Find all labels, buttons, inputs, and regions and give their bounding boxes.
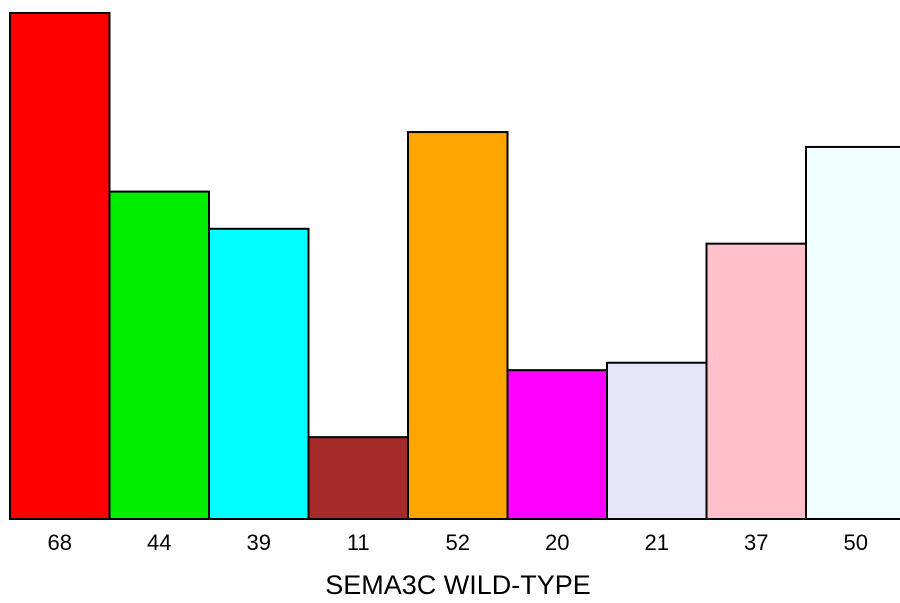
bar-20 [506, 369, 608, 521]
bar-39 [208, 227, 310, 520]
x-axis-title: SEMA3C WILD-TYPE [325, 570, 591, 600]
x-tick-label: 68 [48, 530, 72, 555]
x-tick-label: 44 [147, 530, 171, 555]
x-tick-label: 39 [247, 530, 271, 555]
tick-labels-layer: 68 44 39 11 52 20 21 37 50 [48, 530, 868, 555]
bar-50 [805, 145, 900, 521]
x-tick-label: 11 [347, 530, 370, 555]
bar-21 [606, 361, 708, 520]
bars-layer [9, 12, 900, 521]
bar-37 [705, 242, 807, 520]
x-tick-label: 52 [446, 530, 470, 555]
x-tick-label: 50 [844, 530, 868, 555]
x-tick-label: 20 [545, 530, 569, 555]
bar-44 [108, 190, 210, 521]
bar-11 [307, 436, 409, 521]
bar-52 [407, 131, 509, 520]
x-tick-label: 21 [645, 530, 669, 555]
x-tick-label: 37 [744, 530, 768, 555]
bar-68 [9, 12, 111, 520]
